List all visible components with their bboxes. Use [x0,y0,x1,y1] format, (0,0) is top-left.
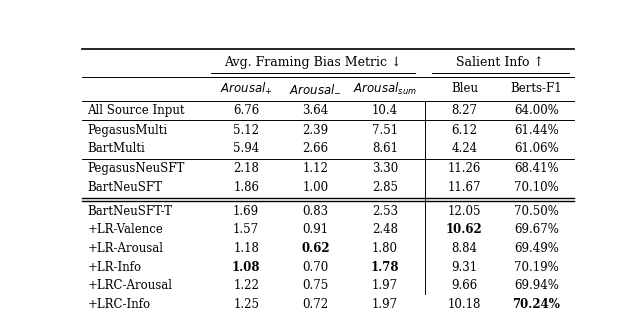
Text: 69.49%: 69.49% [514,242,559,255]
Text: 70.10%: 70.10% [514,181,559,194]
Text: All Source Input: All Source Input [88,104,185,117]
Text: 10.62: 10.62 [446,223,483,236]
Text: 61.06%: 61.06% [514,142,559,155]
Text: 70.24%: 70.24% [513,298,560,311]
Text: 1.25: 1.25 [233,298,259,311]
Text: 1.18: 1.18 [233,242,259,255]
Text: 1.08: 1.08 [232,261,260,274]
Text: 2.48: 2.48 [372,223,398,236]
Text: 1.86: 1.86 [233,181,259,194]
Text: 11.67: 11.67 [447,181,481,194]
Text: PegasusMulti: PegasusMulti [88,123,168,137]
Text: 1.97: 1.97 [372,279,398,292]
Text: 1.12: 1.12 [303,162,328,175]
Text: 64.00%: 64.00% [514,104,559,117]
Text: Berts-F1: Berts-F1 [511,82,562,95]
Text: +LRC-Info: +LRC-Info [88,298,150,311]
Text: 1.80: 1.80 [372,242,398,255]
Text: 2.53: 2.53 [372,205,398,218]
Text: +LRC-Arousal: +LRC-Arousal [88,279,172,292]
Text: 8.61: 8.61 [372,142,398,155]
Text: $\mathit{Arousal}_{sum}$: $\mathit{Arousal}_{sum}$ [353,81,417,97]
Text: 69.94%: 69.94% [514,279,559,292]
Text: 10.4: 10.4 [372,104,398,117]
Text: +LR-Info: +LR-Info [88,261,141,274]
Text: 69.67%: 69.67% [514,223,559,236]
Text: 0.83: 0.83 [303,205,329,218]
Text: 1.97: 1.97 [372,298,398,311]
Text: 0.72: 0.72 [303,298,329,311]
Text: 2.39: 2.39 [303,123,329,137]
Text: 9.31: 9.31 [451,261,477,274]
Text: 61.44%: 61.44% [514,123,559,137]
Text: 9.66: 9.66 [451,279,477,292]
Text: 8.27: 8.27 [451,104,477,117]
Text: 1.69: 1.69 [233,205,259,218]
Text: 0.70: 0.70 [303,261,329,274]
Text: Avg. Framing Bias Metric ↓: Avg. Framing Bias Metric ↓ [225,56,402,69]
Text: 0.91: 0.91 [303,223,329,236]
Text: BartNeuSFT: BartNeuSFT [88,181,163,194]
Text: PegasusNeuSFT: PegasusNeuSFT [88,162,185,175]
Text: 8.84: 8.84 [451,242,477,255]
Text: +LR-Valence: +LR-Valence [88,223,163,236]
Text: 68.41%: 68.41% [514,162,559,175]
Text: 70.19%: 70.19% [514,261,559,274]
Text: 10.18: 10.18 [448,298,481,311]
Text: 5.12: 5.12 [233,123,259,137]
Text: 4.24: 4.24 [451,142,477,155]
Text: 6.12: 6.12 [451,123,477,137]
Text: Bleu: Bleu [451,82,478,95]
Text: 11.26: 11.26 [448,162,481,175]
Text: 2.18: 2.18 [233,162,259,175]
Text: 1.78: 1.78 [371,261,399,274]
Text: BartNeuSFT-T: BartNeuSFT-T [88,205,172,218]
Text: $\mathit{Arousal}_{+}$: $\mathit{Arousal}_{+}$ [220,81,273,97]
Text: 5.94: 5.94 [233,142,259,155]
Text: 2.85: 2.85 [372,181,398,194]
Text: Salient Info ↑: Salient Info ↑ [456,56,545,69]
Text: 2.66: 2.66 [303,142,329,155]
Text: 0.75: 0.75 [303,279,329,292]
Text: 0.62: 0.62 [301,242,330,255]
Text: 3.64: 3.64 [303,104,329,117]
Text: 70.50%: 70.50% [514,205,559,218]
Text: 6.76: 6.76 [233,104,259,117]
Text: 7.51: 7.51 [372,123,398,137]
Text: 3.30: 3.30 [372,162,398,175]
Text: 1.22: 1.22 [233,279,259,292]
Text: 12.05: 12.05 [447,205,481,218]
Text: 1.00: 1.00 [303,181,329,194]
Text: 1.57: 1.57 [233,223,259,236]
Text: $\mathit{Arousal}_{-}$: $\mathit{Arousal}_{-}$ [289,82,342,95]
Text: BartMulti: BartMulti [88,142,145,155]
Text: +LR-Arousal: +LR-Arousal [88,242,163,255]
